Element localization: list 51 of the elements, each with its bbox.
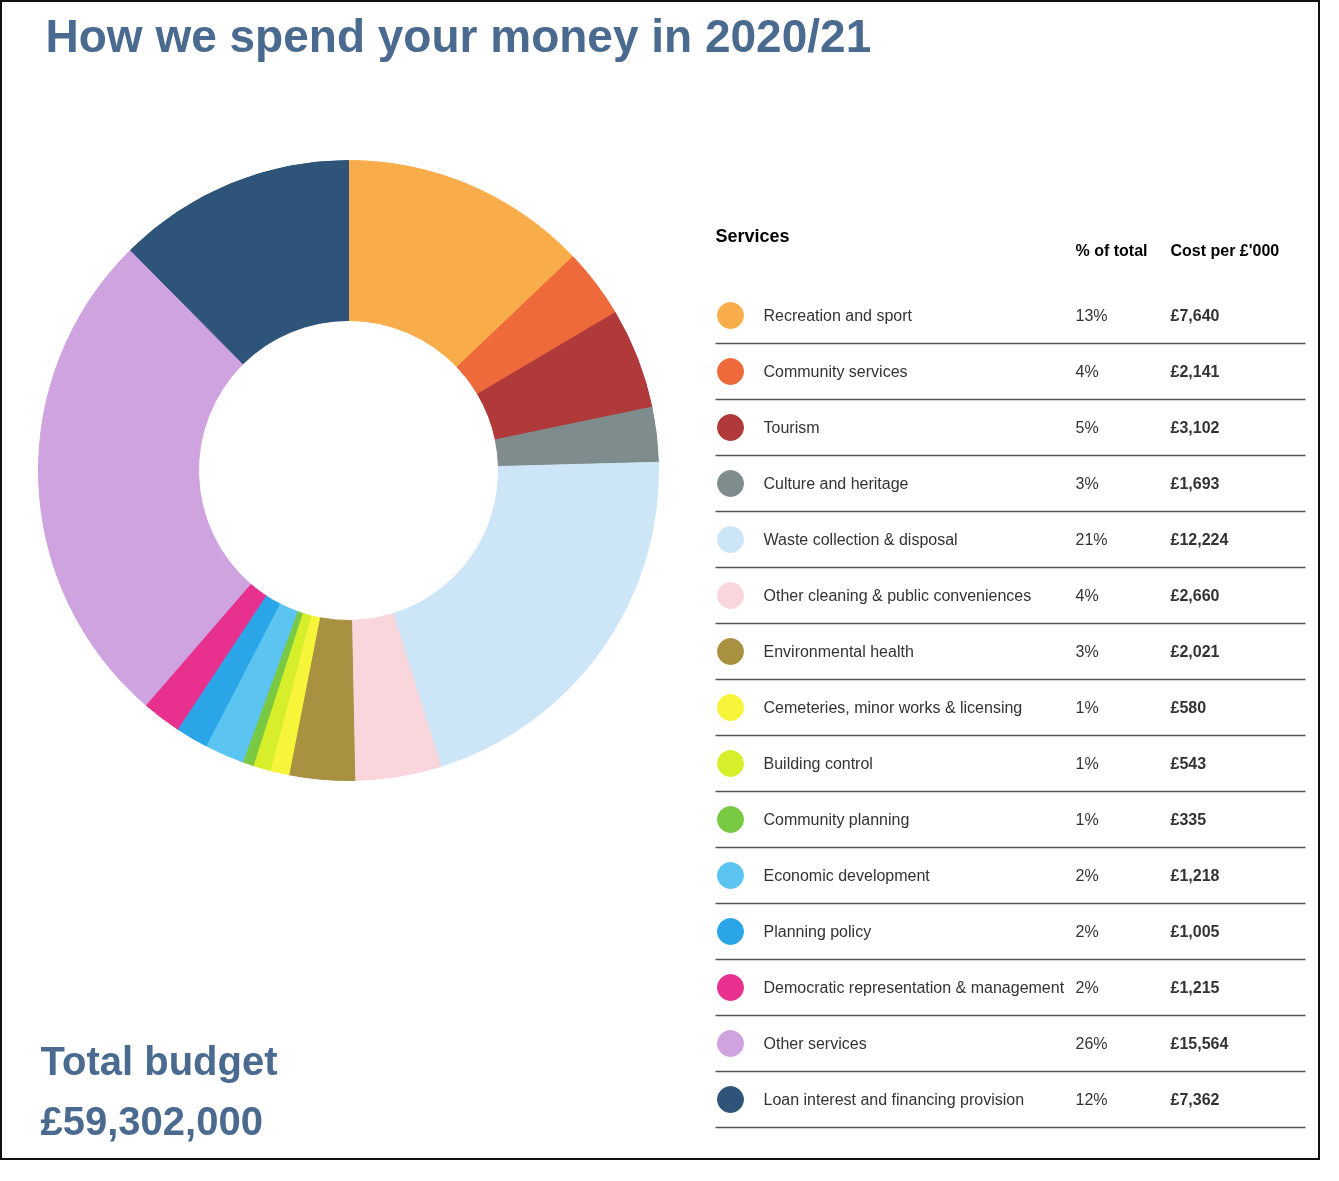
legend-label: Recreation and sport: [763, 307, 913, 324]
data-label: £580: [1170, 699, 1207, 716]
legend-label: Building control: [763, 755, 873, 772]
legend-label: Waste collection & disposal: [763, 531, 958, 548]
data-label: £7,640: [1170, 307, 1220, 324]
legend-label: Other cleaning & public conveniences: [763, 587, 1032, 604]
legend-label: Planning policy: [763, 923, 872, 940]
legend-label: Loan interest and financing provision: [763, 1091, 1025, 1108]
text: £59,302,000: [40, 1098, 263, 1143]
text: 21%: [1075, 531, 1108, 548]
text: 4%: [1075, 363, 1099, 380]
text: 1%: [1075, 699, 1099, 716]
data-label: £2,660: [1170, 587, 1220, 604]
data-label: £543: [1170, 755, 1207, 772]
legend-label: Community planning: [763, 811, 910, 828]
text: % of total: [1075, 242, 1148, 259]
text: 3%: [1075, 643, 1099, 660]
text: 12%: [1075, 1091, 1108, 1108]
text: 4%: [1075, 587, 1099, 604]
data-label: £12,224: [1170, 531, 1229, 548]
legend-label: Cemeteries, minor works & licensing: [763, 699, 1023, 716]
legend-label: Culture and heritage: [763, 475, 909, 492]
data-label: £335: [1170, 811, 1207, 828]
data-label: £1,218: [1170, 867, 1220, 884]
data-label: £1,215: [1170, 979, 1220, 996]
data-label: £2,141: [1170, 363, 1220, 380]
text: 3%: [1075, 475, 1099, 492]
text: 13%: [1075, 307, 1108, 324]
data-label: £1,693: [1170, 475, 1220, 492]
text: 2%: [1075, 923, 1099, 940]
legend-label: Tourism: [763, 419, 820, 436]
data-label: £3,102: [1170, 419, 1220, 436]
legend-title: Services: [715, 225, 790, 246]
text: 2%: [1075, 867, 1099, 884]
data-label: £2,021: [1170, 643, 1220, 660]
legend-label: Environmental health: [763, 643, 914, 660]
data-label: £15,564: [1170, 1035, 1229, 1052]
legend-label: Economic development: [763, 867, 931, 884]
data-label: £7,362: [1170, 1091, 1220, 1108]
text: 26%: [1075, 1035, 1108, 1052]
data-label: £1,005: [1170, 923, 1220, 940]
legend-label: Other services: [763, 1035, 867, 1052]
text: 1%: [1075, 755, 1099, 772]
text: 2%: [1075, 979, 1099, 996]
legend-label: Community services: [763, 363, 908, 380]
text: Cost per £'000: [1170, 242, 1280, 259]
text: Total budget: [40, 1038, 278, 1083]
chart-title: How we spend your money in 2020/21: [45, 9, 872, 62]
text: 1%: [1075, 811, 1099, 828]
legend-label: Democratic representation & management: [763, 979, 1065, 996]
text: 5%: [1075, 419, 1099, 436]
